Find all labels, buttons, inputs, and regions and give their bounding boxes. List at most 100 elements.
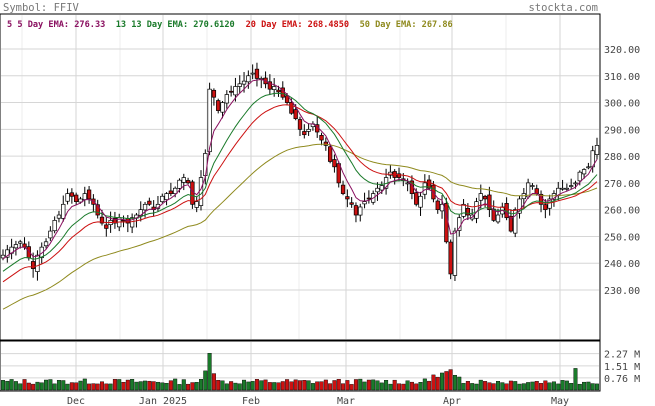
volume-bar [487, 382, 492, 391]
candle-body [203, 153, 208, 176]
volume-bar [91, 383, 96, 391]
price-axis: 230.00 240.00 250.00 260.00 270.00 280.00 290.… [604, 45, 640, 297]
candle-body [345, 196, 350, 200]
volume-bar [491, 383, 496, 391]
volume-bar [332, 380, 337, 391]
candle-body [173, 187, 178, 194]
candle-body [254, 68, 260, 79]
candle-body [418, 195, 423, 208]
candle-body [237, 83, 242, 87]
volume-bar [263, 379, 268, 391]
candle-body [56, 214, 62, 219]
candle-body [78, 198, 83, 203]
ema-legend-item: 5 5 Day EMA: 276.33 [7, 20, 105, 30]
volume-bar [143, 380, 148, 391]
volume-bar [517, 383, 522, 391]
volume-bar [362, 381, 367, 391]
month-axis: Dec Jan 2025 Feb Mar Apr May [67, 396, 569, 406]
volume-bar [280, 381, 285, 391]
volume-bar [560, 380, 565, 391]
candle-body [104, 224, 109, 229]
volume-bar [573, 368, 578, 391]
candle-body [35, 254, 40, 272]
candle-body [18, 241, 23, 244]
month-label: Dec [67, 396, 85, 406]
volume-bar [18, 383, 23, 391]
volume-bar [78, 380, 83, 391]
volume-bar [388, 383, 393, 391]
volume-bar [504, 383, 509, 391]
volume-bar [457, 376, 462, 391]
volume-bar [539, 383, 544, 391]
candle-body [358, 206, 363, 216]
volume-bar [22, 379, 27, 391]
candle-body [177, 179, 182, 189]
volume-bar [276, 382, 281, 391]
volume-bar [358, 378, 363, 391]
candle-body [142, 203, 148, 211]
candle-body [586, 166, 591, 169]
candle-body [289, 101, 294, 114]
volume-bar [341, 383, 346, 391]
candle-body [448, 241, 453, 275]
candle-body [302, 131, 307, 136]
candle-body [207, 88, 212, 153]
volume-bar [315, 381, 320, 391]
candle-body [168, 190, 174, 194]
candle-body [52, 220, 57, 232]
candle-body [323, 141, 328, 146]
candle-body [181, 177, 186, 183]
volume-bar [496, 381, 501, 391]
volume-bar [371, 379, 376, 391]
ema-line [2, 143, 598, 310]
volume-bar [569, 383, 574, 391]
volume-bar [293, 379, 298, 391]
candle-body [0, 254, 6, 259]
candle-body [39, 246, 44, 259]
volume-bar [74, 382, 79, 391]
volume-bar [164, 383, 169, 391]
candle-body [353, 205, 359, 216]
candle-body [581, 169, 587, 175]
volume-bar [130, 379, 135, 391]
price-tick-label: 320.00 [604, 45, 640, 56]
volume-bar [190, 382, 195, 391]
candle-body [284, 95, 290, 103]
candle-body [267, 81, 273, 90]
volume-bar [444, 371, 449, 391]
candle-body [319, 134, 324, 141]
price-tick-label: 300.00 [604, 99, 640, 110]
volume-bar [203, 370, 208, 391]
volume-bar [461, 383, 466, 391]
volume-bar [366, 379, 371, 391]
candle-body [129, 217, 135, 228]
candle-body [422, 182, 427, 195]
candle-body [543, 204, 548, 211]
volume-bar [99, 381, 104, 391]
volume-bar [392, 379, 397, 391]
candle-body [43, 241, 49, 247]
site-label[interactable]: stockta.com [528, 2, 598, 14]
candle-body [297, 119, 303, 130]
volume-bar [310, 383, 315, 391]
volume-bar [198, 379, 203, 391]
volume-bar [5, 380, 10, 391]
volume-bar [82, 378, 87, 391]
volume-bar [534, 381, 539, 391]
volume-bar [138, 381, 143, 391]
candle-body [375, 187, 380, 193]
candle-body [513, 209, 518, 234]
volume-bar [474, 383, 479, 391]
volume-bar [521, 383, 526, 391]
volume-bar [117, 379, 122, 391]
candle-body [414, 192, 419, 205]
volume-bar [250, 381, 255, 391]
volume-bar [302, 380, 307, 391]
volume-bar [590, 383, 595, 391]
volume-bar [207, 353, 212, 391]
volume-bar [151, 381, 156, 391]
price-panel [0, 13, 601, 341]
volume-bar [577, 383, 582, 391]
volume-bar [267, 382, 272, 391]
volume-bar [595, 383, 600, 391]
